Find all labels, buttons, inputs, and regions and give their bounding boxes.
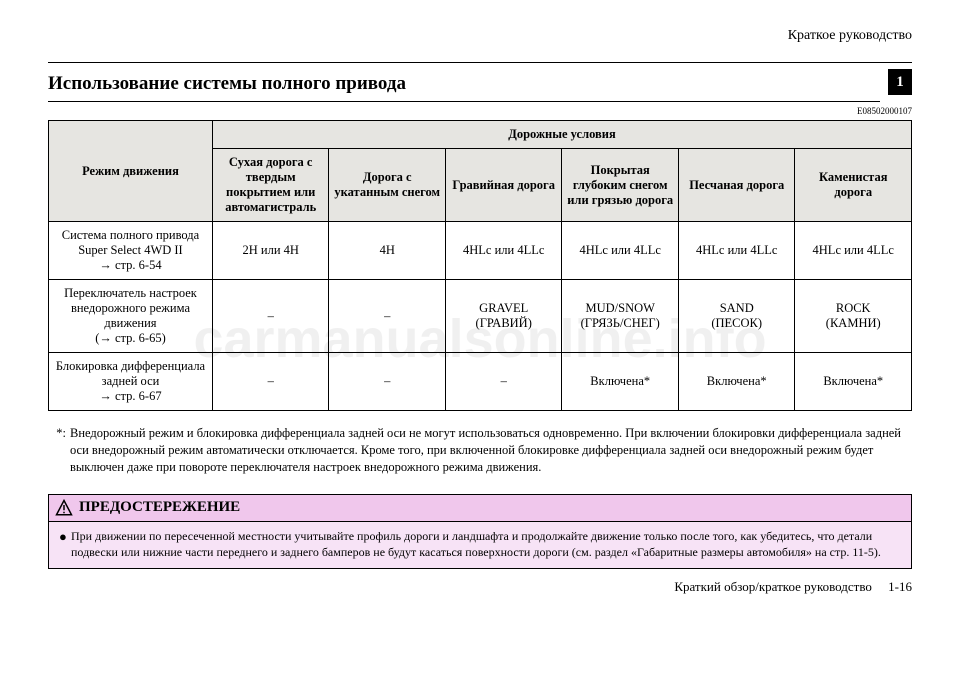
caution-item: ● При движении по пересеченной местности… (59, 528, 901, 560)
chapter-tab: 1 (888, 69, 912, 95)
cell-2-4: Включена* (678, 353, 795, 411)
caution-box: ПРЕДОСТЕРЕЖЕНИЕ ● При движении по пересе… (48, 494, 912, 569)
table-row: Система полного привода Super Select 4WD… (49, 222, 912, 280)
cell-0-1: 4H (329, 222, 446, 280)
cell-2-1: – (329, 353, 446, 411)
page: carmanualsonline.info Краткое руководств… (0, 0, 960, 678)
header-cond-2: Гравийная дорога (445, 149, 562, 222)
row-label-0: Система полного привода Super Select 4WD… (49, 222, 213, 280)
cell-1-1: – (329, 280, 446, 353)
heading-row: Использование системы полного привода 1 (48, 73, 912, 102)
table-row: Блокировка дифференциала задней оси → ст… (49, 353, 912, 411)
cell-2-3: Включена* (562, 353, 679, 411)
cell-2-2: – (445, 353, 562, 411)
cell-1-2: GRAVEL (ГРАВИЙ) (445, 280, 562, 353)
row-label-2: Блокировка дифференциала задней оси → ст… (49, 353, 213, 411)
cell-2-0: – (212, 353, 329, 411)
awd-table: Режим движения Дорожные условия Сухая до… (48, 120, 912, 411)
document-code: E08502000107 (48, 106, 912, 116)
table-header-row-1: Режим движения Дорожные условия (49, 121, 912, 149)
warning-icon (55, 499, 73, 517)
caution-body: ● При движении по пересеченной местности… (49, 522, 911, 568)
table-row: Переключатель настроек внедорожного режи… (49, 280, 912, 353)
header-mode: Режим движения (49, 121, 213, 222)
row-label-1: Переключатель настроек внедорожного режи… (49, 280, 213, 353)
footnote-marker: *: (48, 425, 70, 476)
header-cond-5: Каменистая дорога (795, 149, 912, 222)
header-cond-1: Дорога с укатанным снегом (329, 149, 446, 222)
caution-text: При движении по пересеченной местности у… (71, 528, 901, 560)
cell-0-4: 4HLc или 4LLc (678, 222, 795, 280)
cell-0-3: 4HLc или 4LLc (562, 222, 679, 280)
cell-0-0: 2H или 4H (212, 222, 329, 280)
cell-1-4: SAND (ПЕСОК) (678, 280, 795, 353)
cell-0-2: 4HLc или 4LLc (445, 222, 562, 280)
cell-2-5: Включена* (795, 353, 912, 411)
cell-0-5: 4HLc или 4LLc (795, 222, 912, 280)
footer-section: Краткий обзор/краткое руководство (674, 579, 872, 594)
cell-1-3: MUD/SNOW (ГРЯЗЬ/СНЕГ) (562, 280, 679, 353)
header-conditions: Дорожные условия (212, 121, 911, 149)
page-title: Использование системы полного привода (48, 73, 880, 102)
header-cond-4: Песчаная дорога (678, 149, 795, 222)
caution-header: ПРЕДОСТЕРЕЖЕНИЕ (49, 495, 911, 522)
top-rule (48, 62, 912, 63)
footnote: *: Внедорожный режим и блокировка диффер… (48, 425, 912, 476)
caution-title: ПРЕДОСТЕРЕЖЕНИЕ (79, 499, 240, 516)
cell-1-0: – (212, 280, 329, 353)
header-cond-3: Покрытая глубоким снегом или грязью доро… (562, 149, 679, 222)
footer-page-number: 1-16 (888, 579, 912, 594)
bullet-icon: ● (59, 528, 71, 560)
header-cond-0: Сухая дорога с твердым покрытием или авт… (212, 149, 329, 222)
breadcrumb: Краткое руководство (48, 28, 912, 44)
footnote-text: Внедорожный режим и блокировка дифференц… (70, 425, 912, 476)
page-footer: Краткий обзор/краткое руководство 1-16 (48, 579, 912, 595)
cell-1-5: ROCK (КАМНИ) (795, 280, 912, 353)
